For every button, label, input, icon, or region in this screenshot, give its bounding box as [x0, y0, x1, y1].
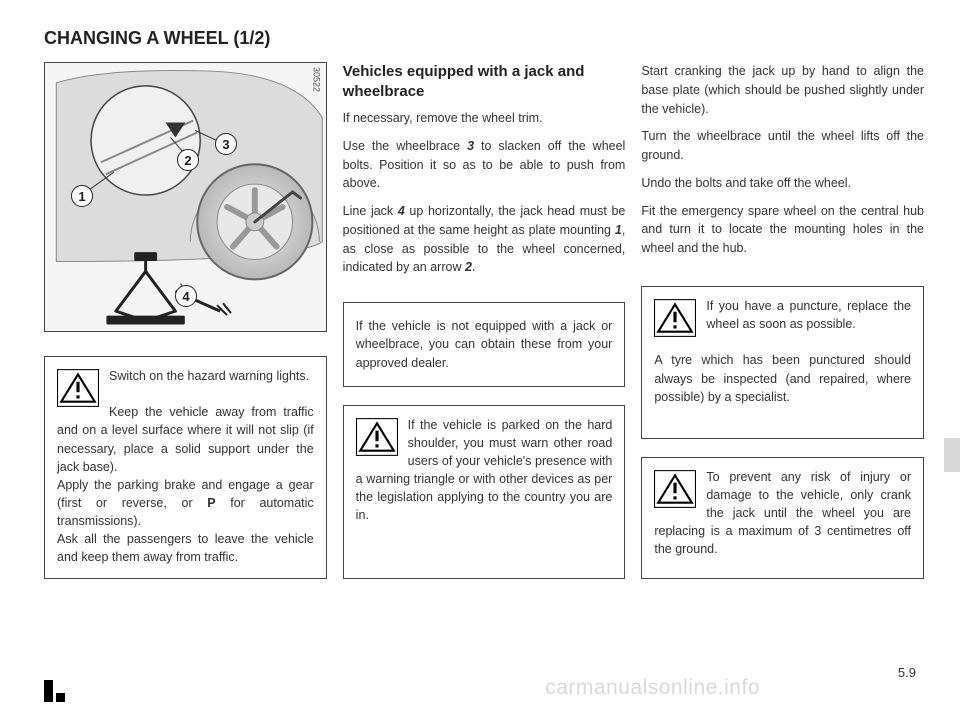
section-heading: Vehicles equipped with a jack and wheelb…: [343, 62, 626, 101]
page-number: 5.9: [898, 665, 916, 680]
col2-p1: If necessary, remove the wheel trim.: [343, 109, 626, 128]
callout-2: 2: [177, 149, 199, 171]
warn3-b: A tyre which has been punctured should a…: [654, 353, 911, 403]
warning-box-hard-shoulder: If the vehicle is parked on the hard sho…: [343, 405, 626, 580]
warn1-line-b: Keep the vehicle away from traffic and o…: [57, 405, 314, 473]
warning-box-hazard: Switch on the hazard warning lights. Kee…: [44, 356, 327, 579]
plain1-text: If the vehicle is not equipped with a ja…: [356, 319, 613, 369]
warn1-line-d: Ask all the passengers to leave the vehi…: [57, 532, 314, 564]
col3-p3: Undo the bolts and take off the wheel.: [641, 174, 924, 193]
warning-box-jack-limit: To prevent any risk of injury or damage …: [641, 457, 924, 580]
col3-p1: Start cranking the jack up by hand to al…: [641, 62, 924, 118]
callout-1: 1: [71, 185, 93, 207]
column-1: 30522: [44, 62, 327, 597]
warn1-p-bold: P: [207, 496, 215, 510]
col3-p4: Fit the emergency spare wheel on the cen…: [641, 202, 924, 258]
callout-4: 4: [175, 285, 197, 307]
warn2-text: If the vehicle is parked on the hard sho…: [356, 418, 613, 523]
watermark: carmanualsonline.info: [545, 676, 760, 700]
col2-p2: Use the wheelbrace 3 to slacken off the …: [343, 137, 626, 193]
col2-p3: Line jack 4 up horizontally, the jack he…: [343, 202, 626, 277]
warning-box-puncture: If you have a puncture, replace the whee…: [641, 286, 924, 439]
warn1-line-a: Switch on the hazard warning lights.: [109, 369, 309, 383]
content-columns: 30522: [44, 62, 924, 597]
warn4-text: To prevent any risk of injury or damage …: [654, 470, 911, 557]
side-tab: [944, 438, 960, 472]
title-sub: (1/2): [233, 28, 270, 48]
col3-p2: Turn the wheelbrace until the wheel lift…: [641, 127, 924, 165]
column-3: Start cranking the jack up by hand to al…: [641, 62, 924, 597]
title-main: CHANGING A WHEEL: [44, 28, 233, 48]
illustration-code: 30522: [312, 67, 322, 92]
warn3-a: If you have a puncture, replace the whee…: [706, 299, 911, 331]
callout-3: 3: [215, 133, 237, 155]
footer-registration-marks: [44, 680, 68, 702]
info-box-dealer: If the vehicle is not equipped with a ja…: [343, 302, 626, 386]
page-title: CHANGING A WHEEL (1/2): [44, 28, 270, 49]
column-2: Vehicles equipped with a jack and wheelb…: [343, 62, 626, 597]
wheel-illustration: 30522: [44, 62, 327, 332]
